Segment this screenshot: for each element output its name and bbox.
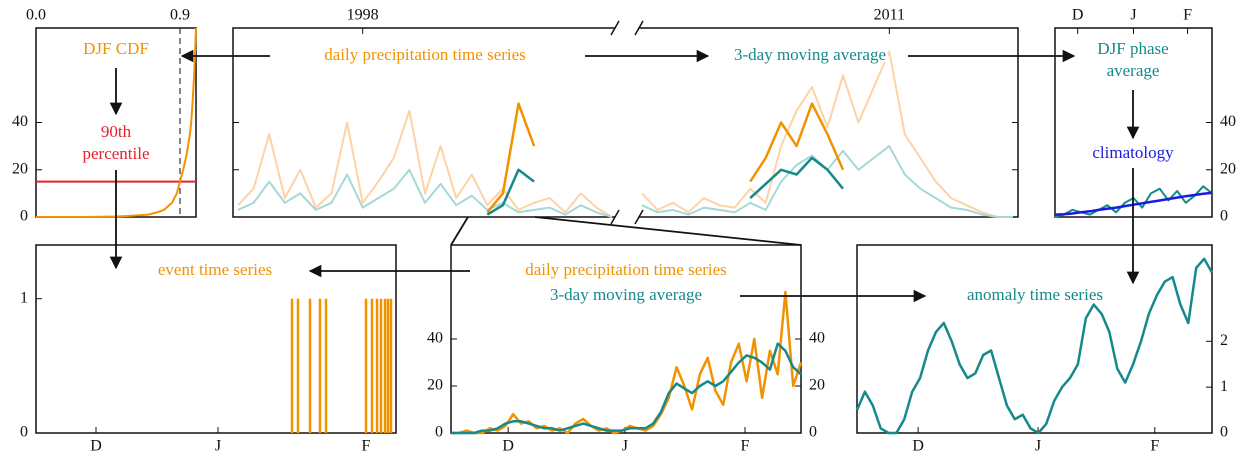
annotation: DJF CDF [83,39,149,58]
series-line [749,102,845,183]
x-tick-label: D [502,438,514,455]
panel [35,244,397,434]
y-tick-label: 1 [1220,378,1228,395]
axis-break [634,20,644,36]
x-tick-label: 0.0 [26,7,46,24]
panel-frame [856,244,1213,434]
annotation: average [1107,61,1160,80]
x-tick-label: D [912,438,924,455]
series-line [641,50,1013,218]
series-line [451,342,802,435]
annotation: event time series [158,260,272,279]
zoom-connector [450,216,469,246]
panel [232,20,1019,225]
annotation: 90th [101,122,132,141]
y-tick-label: 0 [20,424,28,441]
y-tick-label: 20 [1220,160,1236,177]
annotation: climatology [1092,143,1174,162]
annotation: daily precipitation time series [525,260,727,279]
x-tick-label: J [1130,7,1136,24]
x-tick-label: F [362,438,371,455]
annotation: 3-day moving average [550,285,702,304]
annotation: daily precipitation time series [324,45,526,64]
annotation: anomaly time series [967,285,1103,304]
y-tick-label: 0 [809,424,817,441]
x-tick-label: 1998 [347,7,379,24]
y-tick-label: 0 [435,424,443,441]
series-line [486,168,535,216]
y-tick-label: 20 [12,160,28,177]
y-tick-label: 2 [1220,332,1228,349]
y-tick-label: 40 [12,113,28,130]
x-tick-label: J [622,438,628,455]
y-tick-label: 0 [20,208,28,225]
series-line [749,156,844,200]
x-tick-label: D [1072,7,1084,24]
x-tick-label: F [1150,438,1159,455]
y-tick-label: 0 [1220,208,1228,225]
y-tick-label: 1 [20,289,28,306]
panel [450,244,803,435]
series-line [855,257,1214,435]
x-tick-label: F [1183,7,1192,24]
annotation: DJF phase [1097,39,1168,58]
x-tick-label: 2011 [874,7,905,24]
x-tick-label: D [90,438,102,455]
y-tick-label: 0 [1220,424,1228,441]
y-tick-label: 40 [1220,113,1236,130]
annotation: 3-day moving average [734,45,886,64]
series-line [237,109,613,218]
x-tick-label: 0.9 [170,7,190,24]
series-line [36,27,197,218]
annotation: percentile [82,144,149,163]
series-line [237,168,613,218]
axis-break [610,209,620,225]
panel-frame [35,244,397,434]
y-tick-label: 40 [427,330,443,347]
panel [855,244,1214,435]
x-tick-label: J [1035,438,1041,455]
y-tick-label: 20 [427,377,443,394]
x-tick-label: F [741,438,750,455]
axis-break [610,20,620,36]
y-tick-label: 40 [809,330,825,347]
zoom-connector [534,216,802,246]
x-tick-label: J [215,438,221,455]
arrows [109,49,1140,303]
y-tick-label: 20 [809,377,825,394]
series-line [486,102,536,214]
axis-break [634,209,644,225]
